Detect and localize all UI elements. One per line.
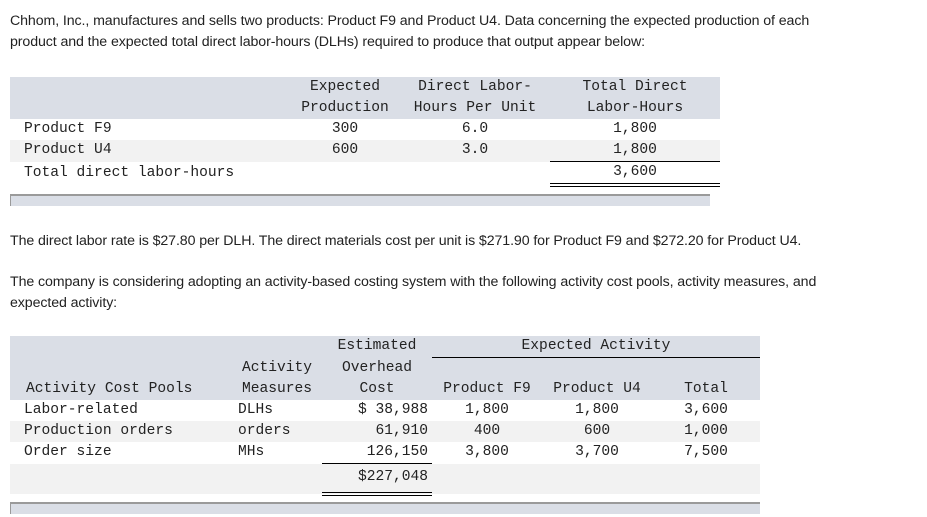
header-expected-activity: Expected Activity	[432, 336, 760, 358]
header-estimated: Estimated	[337, 338, 417, 355]
production-value: 600	[331, 142, 359, 159]
header-product-f9: Product F9	[443, 381, 531, 397]
activity-table: Estimated Expected Activity Activity Ove…	[10, 336, 760, 496]
rates-paragraph: The direct labor rate is $27.80 per DLH.…	[10, 233, 802, 249]
pool-name: Production orders	[24, 423, 173, 439]
header-overhead: Overhead	[341, 359, 413, 376]
table-header-row: Expected Direct Labor- Total Direct	[10, 77, 720, 98]
u4-activity: 600	[583, 423, 611, 439]
header-cost: Cost	[359, 381, 395, 397]
hours-per-unit-value: 6.0	[461, 121, 489, 137]
u4-activity: 1,800	[575, 402, 619, 418]
table-scrollbar[interactable]	[10, 194, 710, 206]
intro-line-1: Chhom, Inc., manufactures and sells two …	[10, 13, 810, 29]
abc-line-2: expected activity:	[10, 295, 118, 311]
header-hours-per-unit: Hours Per Unit	[413, 100, 537, 116]
pool-name: Order size	[24, 444, 112, 461]
intro-line-2: product and the expected total direct la…	[10, 34, 645, 50]
row-label: Product U4	[24, 142, 112, 159]
header-expected: Expected	[309, 79, 381, 95]
table-header-row: Estimated Expected Activity	[10, 336, 760, 358]
pool-name: Labor-related	[24, 402, 138, 418]
table-row: Labor-related DLHs $ 38,988 1,800 1,800 …	[10, 400, 760, 421]
table-header-row: Activity Cost Pools Measures Cost Produc…	[10, 379, 760, 400]
total-hours-value: 1,800	[613, 121, 657, 137]
production-table: Expected Direct Labor- Total Direct Prod…	[10, 77, 720, 187]
table-row: Product U4 600 3.0 1,800	[10, 140, 720, 162]
f9-activity: 400	[473, 423, 501, 439]
abc-paragraph: The company is considering adopting an a…	[10, 272, 816, 314]
table-row: Production orders orders 61,910 400 600 …	[10, 421, 760, 442]
measure: orders	[238, 423, 291, 439]
header-total-dlh: Total Direct	[582, 79, 688, 95]
total-label: Total direct labor-hours	[24, 164, 235, 181]
u4-activity: 3,700	[575, 444, 619, 461]
overhead-cost: $ 38,988	[357, 402, 428, 418]
header-total: Total	[684, 381, 728, 397]
row-label: Product F9	[24, 121, 112, 137]
total-activity: 7,500	[684, 444, 728, 461]
total-overhead-cost: $227,048	[322, 463, 432, 496]
table-row: Product F9 300 6.0 1,800	[10, 119, 720, 140]
header-activity: Activity	[241, 359, 313, 376]
measure: MHs	[238, 444, 265, 461]
header-cost-pools: Activity Cost Pools	[26, 381, 193, 397]
table-total-row: Total direct labor-hours 3,600	[10, 161, 720, 187]
total-activity: 1,000	[684, 423, 728, 439]
total-hours-value: 1,800	[550, 140, 720, 162]
table-scrollbar[interactable]	[10, 502, 760, 514]
f9-activity: 1,800	[465, 402, 509, 418]
intro-paragraph: Chhom, Inc., manufactures and sells two …	[10, 11, 809, 53]
total-value: 3,600	[550, 161, 720, 187]
table-total-row: $227,048	[10, 463, 760, 496]
header-labor-hours: Labor-Hours	[586, 100, 684, 116]
header-production: Production	[301, 100, 389, 116]
production-value: 300	[331, 121, 359, 137]
hours-per-unit-value: 3.0	[461, 142, 489, 159]
header-product-u4: Product U4	[553, 381, 641, 397]
overhead-cost: 126,150	[322, 442, 432, 464]
f9-activity: 3,800	[465, 444, 509, 461]
overhead-cost: 61,910	[375, 423, 428, 439]
header-measures: Measures	[241, 381, 313, 397]
table-header-row: Activity Overhead	[10, 357, 760, 379]
header-dlh-per-unit: Direct Labor-	[418, 79, 532, 95]
abc-line-1: The company is considering adopting an a…	[10, 274, 817, 290]
table-row: Order size MHs 126,150 3,800 3,700 7,500	[10, 442, 760, 464]
table-header-row: Production Hours Per Unit Labor-Hours	[10, 98, 720, 119]
total-activity: 3,600	[684, 402, 728, 418]
measure: DLHs	[238, 402, 274, 418]
